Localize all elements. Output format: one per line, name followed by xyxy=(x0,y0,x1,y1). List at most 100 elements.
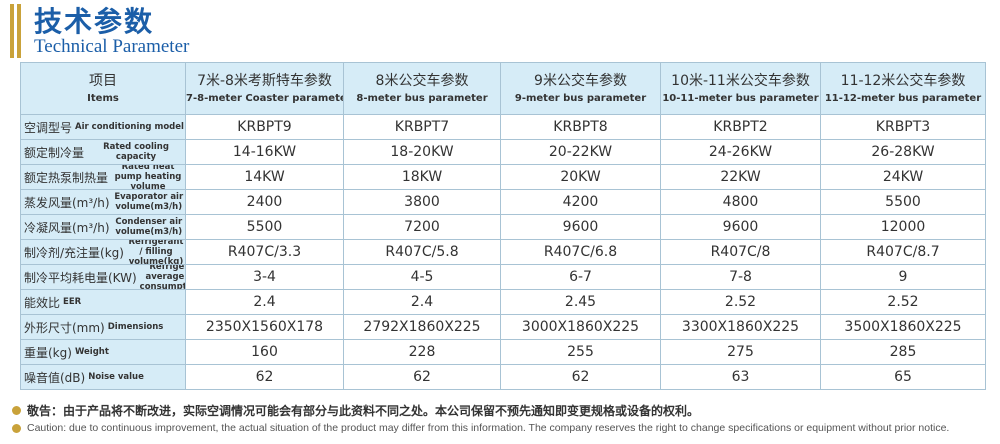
cell: 5500 xyxy=(820,189,986,215)
cell: 275 xyxy=(660,339,821,365)
cell: 5500 xyxy=(185,214,344,240)
label-en: Refrigeration average power consumption(… xyxy=(139,264,185,290)
label-wrap: 噪音值(dB) Noise value xyxy=(24,366,185,389)
label-zh: 重量(kg) xyxy=(24,345,72,360)
label-wrap: 能效比 EER xyxy=(24,291,185,314)
label-en: Evaporator air volume(m3/h) xyxy=(114,192,184,212)
label-en: Refrigerant / filling volume(kg) xyxy=(128,239,184,265)
table-row: 外形尺寸(mm) Dimensions 2350X1560X178 2792X1860… xyxy=(20,314,986,340)
accent-bar xyxy=(10,4,14,58)
header-row: 项目 Items 7米-8米考斯特车参数 7-8-meter Coaster para… xyxy=(20,62,986,115)
cell: 22KW xyxy=(660,164,821,190)
label-zh: 能效比 xyxy=(24,295,61,310)
note-text: Caution: due to continuous improvement, … xyxy=(27,422,950,434)
label-zh: 冷凝风量(m³/h) xyxy=(24,220,110,235)
label-wrap: 外形尺寸(mm) Dimensions xyxy=(24,316,185,339)
cell: 3500X1860X225 xyxy=(820,314,986,340)
table-row: 噪音值(dB) Noise value 62 62 62 63 65 xyxy=(20,364,986,390)
row-label: 制冷剂/充注量(kg) Refrigerant / filling volume(… xyxy=(20,239,186,265)
label-zh: 空调型号 xyxy=(24,120,73,135)
label-wrap: 重量(kg) Weight xyxy=(24,341,185,364)
cell: 160 xyxy=(185,339,344,365)
bullet xyxy=(12,423,21,433)
table-row: 能效比 EER 2.4 2.4 2.45 2.52 2.52 xyxy=(20,289,986,315)
table-row: 制冷平均耗电量(KW)Refrigeration average power c… xyxy=(20,264,986,290)
header-en: 7-8-meter Coaster parameter xyxy=(186,92,344,104)
cell: R407C/8 xyxy=(660,239,821,265)
cell: 12000 xyxy=(820,214,986,240)
cell: 14-16KW xyxy=(185,139,344,165)
header-zh: 11-12米公交车参数 xyxy=(840,72,966,89)
table-row: 重量(kg) Weight 160 228 255 275 285 xyxy=(20,339,986,365)
cell: 14KW xyxy=(185,164,344,190)
header-en: Items xyxy=(87,92,119,104)
cell: 18KW xyxy=(343,164,501,190)
label-en: Noise value xyxy=(88,372,144,382)
header-zh: 10米-11米公交车参数 xyxy=(671,72,810,89)
spec-table: 项目 Items 7米-8米考斯特车参数 7-8-meter Coaster para… xyxy=(20,62,986,390)
row-label: 额定热泵制热量 Rated heat pump heating volume xyxy=(20,164,186,190)
column-header: 项目 Items xyxy=(20,62,186,115)
row-label: 制冷平均耗电量(KW)Refrigeration average power c… xyxy=(20,264,186,290)
cell: 20KW xyxy=(500,164,661,190)
cell: R407C/5.8 xyxy=(343,239,501,265)
cell: 2.52 xyxy=(820,289,986,315)
label-en: Air conditioning model xyxy=(75,122,184,132)
label-zh: 噪音值(dB) xyxy=(24,370,86,385)
header-zh: 8米公交车参数 xyxy=(375,72,469,89)
cell: 4200 xyxy=(500,189,661,215)
cell: KRBPT3 xyxy=(820,114,986,140)
label-en: Dimensions xyxy=(107,322,164,332)
cell: 3800 xyxy=(343,189,501,215)
cell: 6-7 xyxy=(500,264,661,290)
cell: 62 xyxy=(343,364,501,390)
row-label: 蒸发风量(m³/h) Evaporator air volume(m3/h) xyxy=(20,189,186,215)
table-row: 额定制冷量 Rated cooling capacity 14-16KW 18-20K… xyxy=(20,139,986,165)
header-en: 10-11-meter bus parameter xyxy=(662,92,819,104)
cell: 9600 xyxy=(500,214,661,240)
cell: 3300X1860X225 xyxy=(660,314,821,340)
label-wrap: 制冷剂/充注量(kg) Refrigerant / filling volume(… xyxy=(24,239,185,265)
label-wrap: 蒸发风量(m³/h) Evaporator air volume(m3/h) xyxy=(24,191,185,214)
cell: 24-26KW xyxy=(660,139,821,165)
column-header: 7米-8米考斯特车参数 7-8-meter Coaster parameter xyxy=(185,62,344,115)
row-label: 额定制冷量 Rated cooling capacity xyxy=(20,139,186,165)
label-wrap: 额定制冷量 Rated cooling capacity xyxy=(24,141,185,164)
table-row: 蒸发风量(m³/h) Evaporator air volume(m3/h) 240… xyxy=(20,189,986,215)
title: 技术参数 xyxy=(34,5,155,38)
cell: R407C/3.3 xyxy=(185,239,344,265)
cell: 228 xyxy=(343,339,501,365)
cell: 3000X1860X225 xyxy=(500,314,661,340)
cell: 2.45 xyxy=(500,289,661,315)
label-zh: 制冷剂/充注量(kg) xyxy=(24,245,124,260)
label-zh: 额定热泵制热量 xyxy=(24,170,109,185)
cell: KRBPT2 xyxy=(660,114,821,140)
table-row: 制冷剂/充注量(kg) Refrigerant / filling volume(… xyxy=(20,239,986,265)
column-header: 8米公交车参数 8-meter bus parameter xyxy=(343,62,501,115)
label-zh: 外形尺寸(mm) xyxy=(24,320,105,335)
cell: KRBPT7 xyxy=(343,114,501,140)
cell: 7200 xyxy=(343,214,501,240)
header-zh: 7米-8米考斯特车参数 xyxy=(197,72,332,89)
cell: 63 xyxy=(660,364,821,390)
label-wrap: 冷凝风量(m³/h) Condenser air volume(m3/h) xyxy=(24,216,185,239)
cell: 4800 xyxy=(660,189,821,215)
cell: 2.4 xyxy=(185,289,344,315)
row-label: 冷凝风量(m³/h) Condenser air volume(m3/h) xyxy=(20,214,186,240)
cell: KRBPT8 xyxy=(500,114,661,140)
table-row: 空调型号 Air conditioning model KRBPT9 KRBPT7 KR… xyxy=(20,114,986,140)
row-label: 噪音值(dB) Noise value xyxy=(20,364,186,390)
cell: 9 xyxy=(820,264,986,290)
label-en: EER xyxy=(63,297,82,307)
header-en: 11-12-meter bus parameter xyxy=(824,92,982,104)
cell: 62 xyxy=(500,364,661,390)
label-zh: 制冷平均耗电量(KW) xyxy=(24,270,137,285)
cell: 7-8 xyxy=(660,264,821,290)
label-wrap: 额定热泵制热量 Rated heat pump heating volume xyxy=(24,166,185,189)
header-zh: 项目 xyxy=(89,72,117,89)
row-label: 外形尺寸(mm) Dimensions xyxy=(20,314,186,340)
column-header: 10米-11米公交车参数 10-11-meter bus parameter xyxy=(660,62,821,115)
table-row: 额定热泵制热量 Rated heat pump heating volume 14K… xyxy=(20,164,986,190)
label-zh: 蒸发风量(m³/h) xyxy=(24,195,110,210)
cell: 2792X1860X225 xyxy=(343,314,501,340)
